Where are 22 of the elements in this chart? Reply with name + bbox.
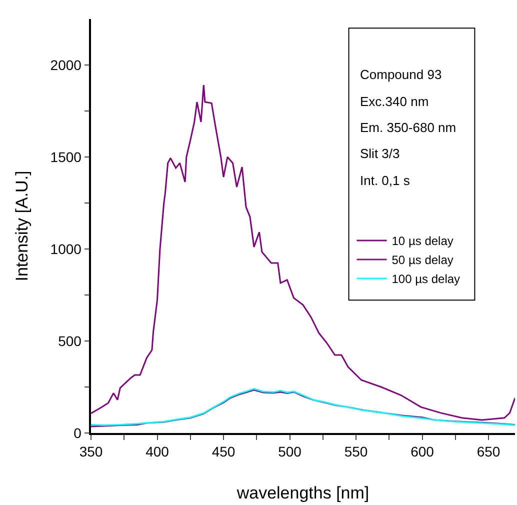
x-tick-label: 450 xyxy=(212,444,236,460)
legend-label: 50 µs delay xyxy=(392,253,454,268)
x-axis-title: wavelengths [nm] xyxy=(236,483,370,502)
legend-label: 10 µs delay xyxy=(392,234,454,248)
x-tick-label: 500 xyxy=(278,444,302,460)
x-tick-label: 400 xyxy=(146,444,170,460)
y-tick-label: 1500 xyxy=(50,148,82,165)
x-tick-label: 650 xyxy=(476,444,500,460)
y-tick-label: 1000 xyxy=(50,240,82,257)
y-tick-label: 0 xyxy=(74,424,82,441)
x-tick-label: 550 xyxy=(344,444,368,460)
legend-label: 100 µs delay xyxy=(392,272,460,286)
y-tick-label: 2000 xyxy=(50,56,82,73)
annotation: Compound 93 xyxy=(360,67,442,82)
annotation: Em. 350-680 nm xyxy=(360,120,456,135)
annotation: Int. 0,1 s xyxy=(360,173,410,188)
y-axis-title: Intensity [A.U.] xyxy=(12,170,32,282)
x-tick-label: 350 xyxy=(79,444,103,460)
y-tick-label: 500 xyxy=(58,332,82,349)
annotation: Slit 3/3 xyxy=(360,146,400,161)
annotation: Exc.340 nm xyxy=(360,94,429,109)
x-tick-label: 600 xyxy=(410,444,434,460)
